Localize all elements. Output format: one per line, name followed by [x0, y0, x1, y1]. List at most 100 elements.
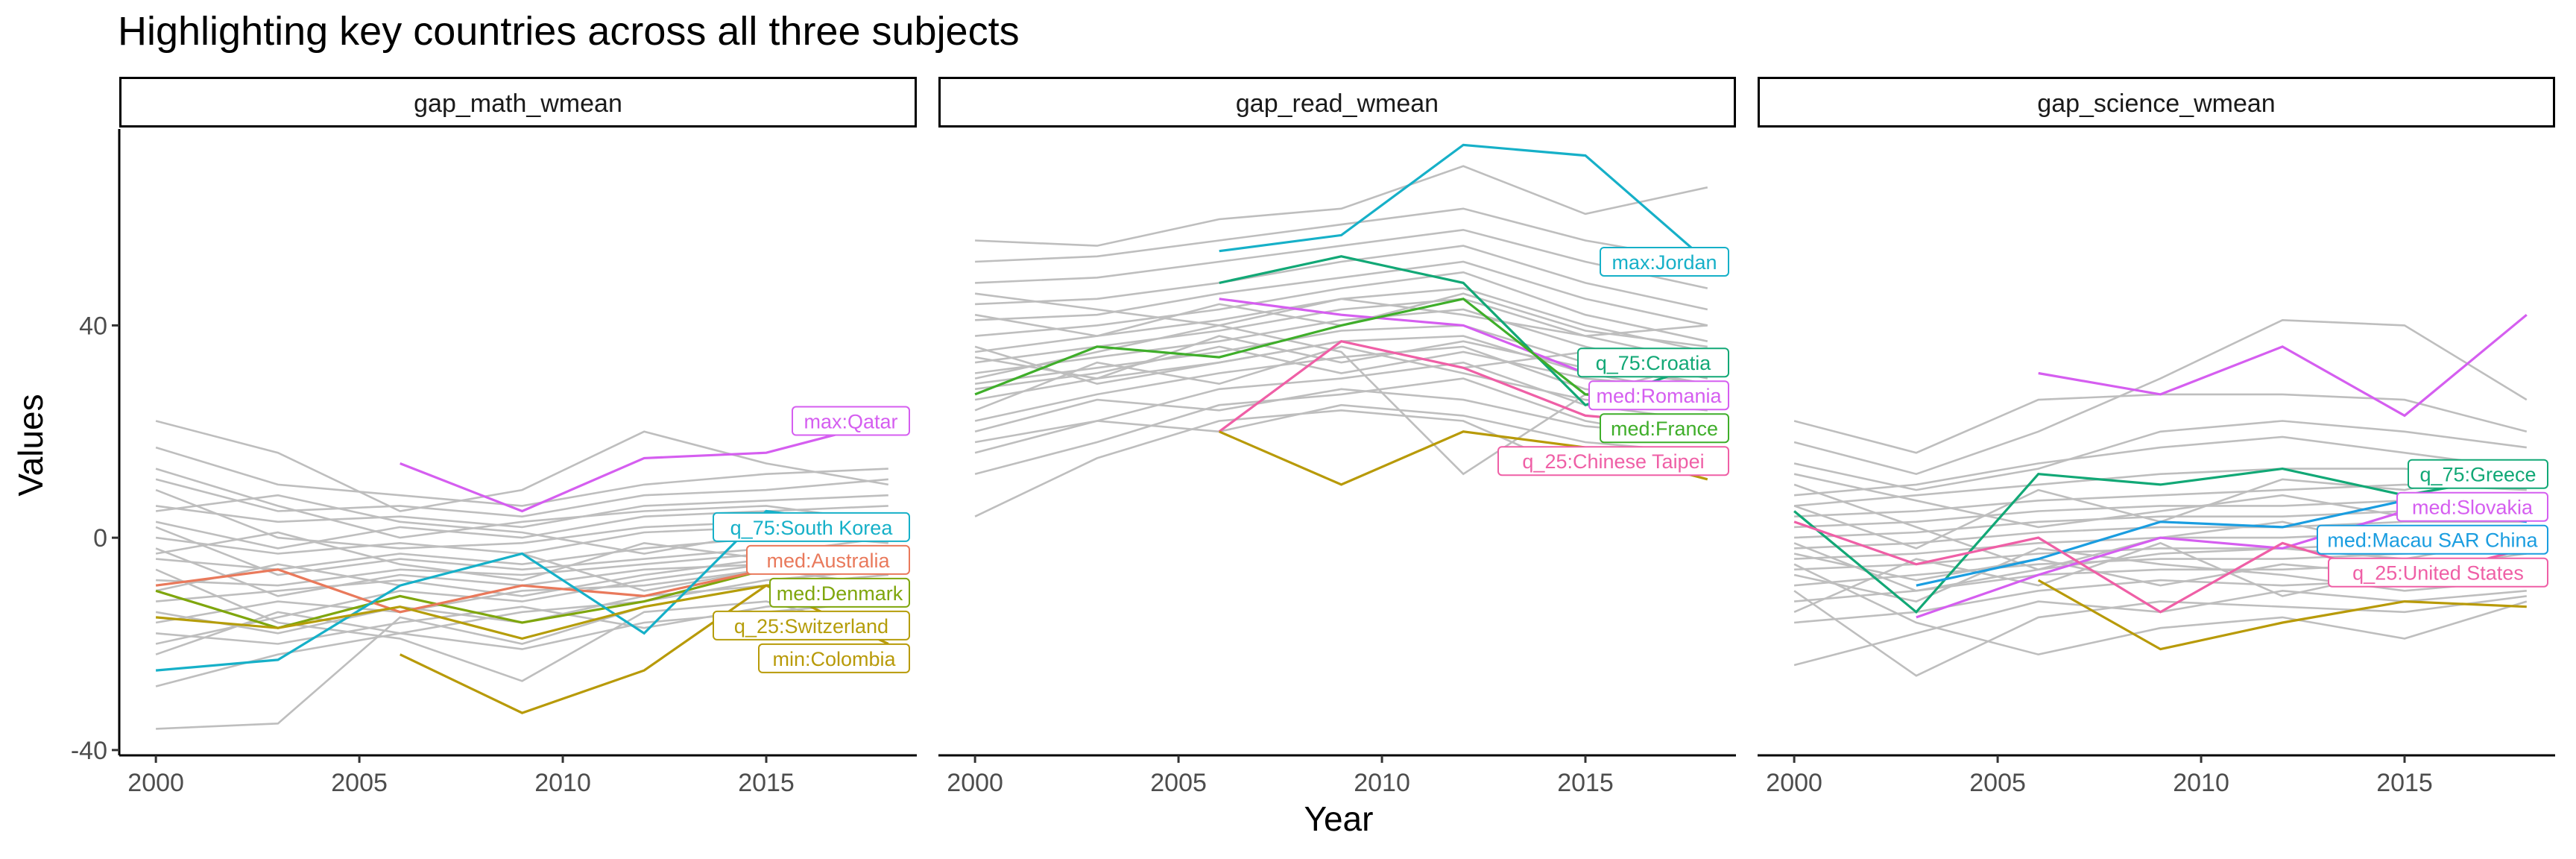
series-label-text: med:France — [1611, 418, 1718, 440]
x-tick-label: 2005 — [1150, 769, 1207, 797]
series-label-text: q_25:Chinese Taipei — [1522, 450, 1704, 473]
background-series-line — [975, 207, 1708, 263]
series-label-text: med:Slovakia — [2412, 497, 2534, 519]
background-series-line — [974, 292, 1708, 337]
x-tick-label: 2005 — [1969, 769, 2026, 797]
background-series-line — [974, 403, 1708, 454]
background-series-line — [974, 271, 1708, 342]
background-series-line — [1793, 547, 2527, 602]
x-tick-label: 2010 — [534, 769, 591, 797]
facet-strip-label: gap_math_wmean — [414, 89, 622, 118]
series-label-text: med:Macau SAR China — [2327, 529, 2538, 552]
y-tick-label: -40 — [71, 737, 107, 765]
series-label-text: med:Denmark — [777, 582, 903, 605]
background-series-line — [1793, 420, 2527, 491]
background-series-line — [155, 478, 888, 518]
background-series-line — [155, 568, 888, 687]
background-series-group — [155, 420, 889, 730]
series-label-box — [746, 544, 910, 575]
series-label-box — [1588, 380, 1729, 411]
y-tick-label: 0 — [93, 524, 107, 553]
highlighted-series-line — [2038, 313, 2528, 418]
x-tick-label: 2000 — [1766, 769, 1822, 797]
facet-panels: gap_math_wmean -40 0 40 2000 2005 2010 2015 max:… — [71, 77, 2555, 797]
series-labels: max:Jordan q_75:Croatia med:Romania med:Fra… — [1497, 246, 1729, 476]
facet-strip — [119, 77, 917, 128]
background-series-line — [974, 377, 1708, 475]
x-tick-label: 2000 — [947, 769, 1003, 797]
series-label-box — [758, 643, 910, 673]
facet-strip — [1758, 77, 2555, 128]
background-series-line — [974, 345, 1708, 422]
background-series-line — [975, 228, 1708, 289]
series-label-text: q_75:Greece — [2419, 464, 2536, 486]
background-series-line — [1793, 435, 2527, 497]
background-series-line — [975, 245, 1708, 311]
background-series-line — [155, 494, 888, 529]
background-series-line — [155, 420, 889, 512]
series-label-box — [1497, 446, 1729, 476]
facet-strip — [938, 77, 1736, 128]
highlighted-series-line — [400, 419, 889, 513]
background-series-line — [155, 468, 888, 539]
series-label-box — [713, 610, 910, 641]
background-series-line — [1794, 520, 2527, 550]
series-label-text: q_25:United States — [2352, 562, 2524, 585]
series-label-box — [713, 512, 910, 542]
background-series-line — [1794, 483, 2527, 517]
y-tick-label: 40 — [79, 312, 107, 340]
series-label-text: q_25:Switzerland — [734, 615, 888, 638]
series-label-text: max:Qatar — [804, 411, 897, 433]
series-label-box — [2408, 459, 2548, 489]
series-label-box — [2328, 557, 2548, 588]
series-label-box — [769, 577, 910, 608]
chart-title: Highlighting key countries across all th… — [118, 9, 1020, 54]
background-series-line — [974, 345, 1708, 412]
facet-panel: gap_math_wmean -40 0 40 2000 2005 2010 2015 max:… — [71, 77, 917, 797]
series-label-text: max:Jordan — [1611, 251, 1717, 274]
x-tick-label: 2015 — [1557, 769, 1614, 797]
series-label-box — [792, 406, 910, 436]
y-axis-title: Values — [11, 394, 50, 496]
background-series-line — [1793, 393, 2528, 454]
series-labels: max:Qatar q_75:South Korea med:Australia me… — [713, 406, 910, 673]
highlighted-series-line — [2037, 579, 2527, 651]
x-tick-label: 2005 — [331, 769, 388, 797]
series-label-box — [1577, 347, 1729, 378]
series-label-box — [1600, 246, 1729, 277]
series-label-text: q_75:South Korea — [730, 517, 894, 539]
background-series-line — [1793, 318, 2528, 476]
series-labels: q_75:Greece med:Slovakia med:Macau SAR Chi… — [2317, 459, 2548, 588]
x-tick-label: 2015 — [2376, 769, 2433, 797]
facet-panel: gap_read_wmean 2000 2005 2010 2015 max:Jordan… — [938, 77, 1736, 797]
background-series-line — [974, 308, 1708, 374]
facet-strip-label: gap_science_wmean — [2037, 89, 2275, 118]
series-label-text: min:Colombia — [772, 648, 896, 670]
background-series-line — [975, 165, 1708, 247]
series-label-box — [1600, 413, 1729, 444]
highlighted-series-line — [1219, 143, 1708, 263]
highlighted-series-line — [155, 509, 889, 672]
series-label-box — [2317, 524, 2548, 555]
x-tick-label: 2000 — [127, 769, 184, 797]
background-series-line — [1793, 468, 2527, 507]
facet-strip-label: gap_read_wmean — [1236, 89, 1439, 118]
x-axis-title: Year — [1304, 799, 1374, 838]
background-series-line — [974, 388, 1708, 438]
background-series-line — [975, 260, 1708, 327]
series-label-text: med:Romania — [1596, 385, 1722, 407]
background-series-line — [155, 568, 889, 682]
background-series-line — [155, 446, 888, 507]
series-label-text: q_75:Croatia — [1596, 352, 1712, 374]
series-label-text: med:Australia — [766, 550, 890, 572]
x-tick-label: 2010 — [2173, 769, 2229, 797]
background-series-line — [1793, 563, 2528, 656]
highlighted-series-line — [974, 298, 1708, 406]
background-series-line — [155, 595, 888, 645]
background-series-line — [974, 345, 1708, 391]
background-series-line — [1793, 590, 2527, 677]
x-tick-label: 2015 — [738, 769, 795, 797]
x-tick-label: 2010 — [1354, 769, 1410, 797]
series-label-box — [2396, 491, 2548, 522]
